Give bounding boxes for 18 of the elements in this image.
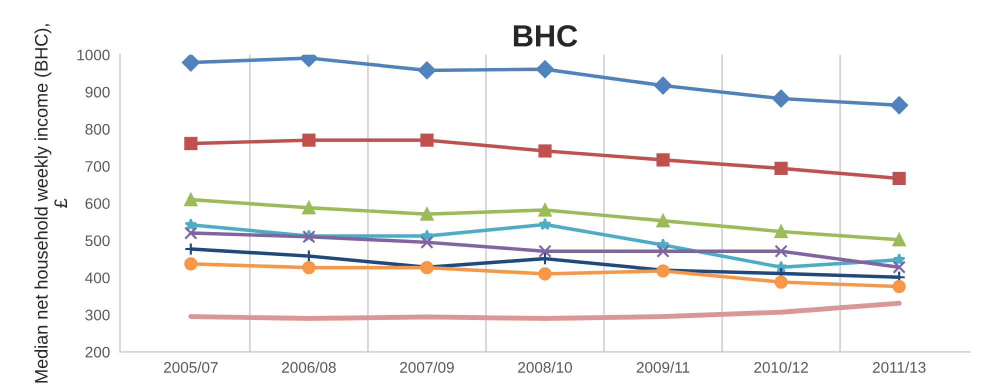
y-tick-label: 900	[86, 86, 110, 98]
chart-title: BHC	[514, 25, 578, 47]
y-tick-label: 600	[86, 198, 110, 210]
y-tick-label: 300	[85, 310, 110, 320]
x-tick-label: 2009/11	[636, 362, 690, 373]
y-axis-title: Median net household weekly income (BHC), £	[34, 24, 67, 382]
x-tick-label: 2006/08	[282, 362, 336, 373]
x-tick-label: 2007/09	[400, 362, 454, 373]
y-tick-label: 700	[86, 161, 110, 172]
y-tick-label: 400	[85, 272, 110, 284]
x-tick-label: 2010/12	[754, 362, 808, 373]
y-tick-label: 200	[86, 346, 110, 358]
y-tick-label: 800	[85, 124, 110, 135]
y-tick-label: 500	[85, 235, 110, 246]
x-tick-label: 2005/07	[164, 362, 218, 373]
y-tick-label: 1000	[77, 50, 110, 60]
x-tick-label: 2008/10	[518, 362, 572, 373]
x-tick-label: 2011/13	[872, 362, 926, 373]
